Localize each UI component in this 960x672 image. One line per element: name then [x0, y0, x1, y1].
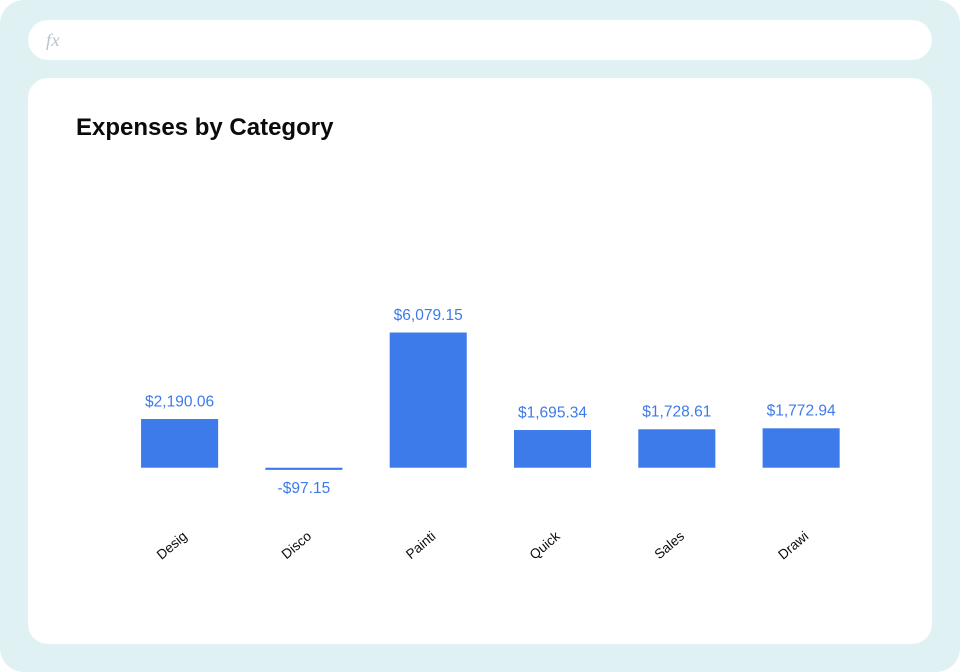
category-label: Disco [279, 528, 314, 562]
bar-chart: $2,190.06 Desig -$97.15 Disco $6,079.15 Paint… [76, 150, 884, 616]
bar [763, 428, 840, 467]
bar [265, 468, 342, 470]
chart-title: Expenses by Category [76, 114, 884, 142]
category-label: Quick [527, 528, 563, 562]
bar [514, 430, 591, 468]
bar-value-label: $1,728.61 [642, 403, 711, 420]
bar-value-label: -$97.15 [278, 480, 331, 497]
bar-value-label: $2,190.06 [145, 393, 214, 410]
bar-value-label: $6,079.15 [394, 307, 463, 324]
category-label: Painti [403, 528, 438, 562]
bar [638, 429, 715, 467]
fx-icon: fx [46, 30, 60, 51]
bar [390, 333, 467, 468]
chart-area: $2,190.06 Desig -$97.15 Disco $6,079.15 Paint… [76, 150, 884, 616]
category-label: Drawi [775, 528, 811, 562]
formula-bar[interactable]: fx [28, 20, 932, 60]
bar-value-label: $1,772.94 [767, 402, 836, 419]
chart-card: Expenses by Category $2,190.06 Desig -$97.… [28, 78, 932, 644]
category-label: Sales [652, 528, 687, 562]
category-label: Desig [154, 528, 190, 562]
app-frame: fx Expenses by Category $2,190.06 Desig -$… [0, 0, 960, 672]
bar [141, 419, 218, 468]
bar-value-label: $1,695.34 [518, 404, 587, 421]
